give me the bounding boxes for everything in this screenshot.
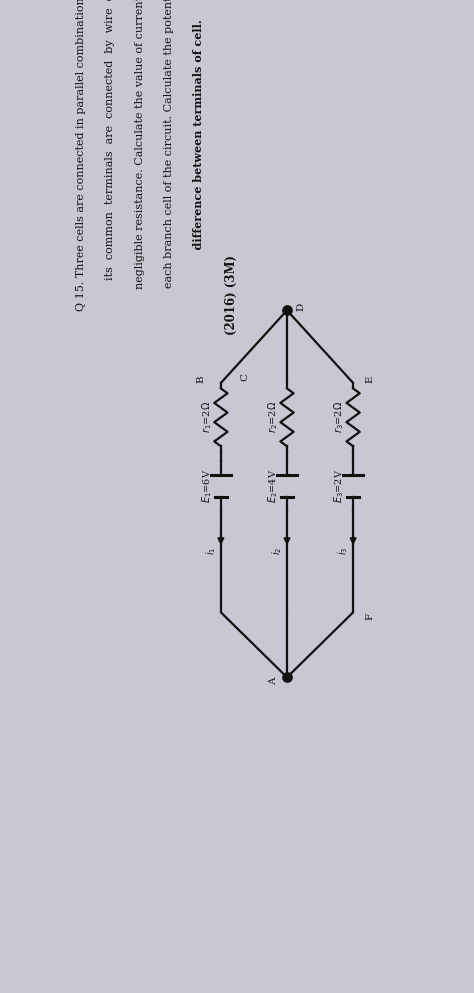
Text: $r_3$=2$\Omega$: $r_3$=2$\Omega$ xyxy=(332,401,346,433)
Text: $E_3$=2V: $E_3$=2V xyxy=(332,469,346,503)
Text: B: B xyxy=(196,375,205,383)
Text: negligible resistance. Calculate the value of current in: negligible resistance. Calculate the val… xyxy=(135,0,145,303)
Text: $i_3$: $i_3$ xyxy=(337,546,350,555)
Text: D: D xyxy=(296,302,305,311)
Text: F: F xyxy=(365,613,374,620)
Text: its  common  terminals  are  connected  by  wire  of: its common terminals are connected by wi… xyxy=(105,0,115,294)
Point xyxy=(283,669,291,685)
Text: $r_1$=2$\Omega$: $r_1$=2$\Omega$ xyxy=(200,401,214,433)
Text: E: E xyxy=(365,375,374,383)
Text: $E_2$=4V: $E_2$=4V xyxy=(266,469,280,503)
Point xyxy=(283,302,291,318)
Text: A: A xyxy=(269,677,278,685)
Text: $i_2$: $i_2$ xyxy=(270,546,284,554)
Text: C: C xyxy=(240,372,249,381)
Text: Q 15. Three cells are connected in parallel combination and: Q 15. Three cells are connected in paral… xyxy=(76,0,86,311)
Text: (2016) (3M): (2016) (3M) xyxy=(225,255,237,335)
Text: $E_1$=6V: $E_1$=6V xyxy=(200,469,214,503)
Text: difference between terminals of cell.: difference between terminals of cell. xyxy=(193,19,204,265)
Text: each branch cell of the circuit. Calculate the potential: each branch cell of the circuit. Calcula… xyxy=(164,0,174,302)
Text: $i_1$: $i_1$ xyxy=(204,546,218,554)
Text: $r_2$=2$\Omega$: $r_2$=2$\Omega$ xyxy=(266,401,280,433)
